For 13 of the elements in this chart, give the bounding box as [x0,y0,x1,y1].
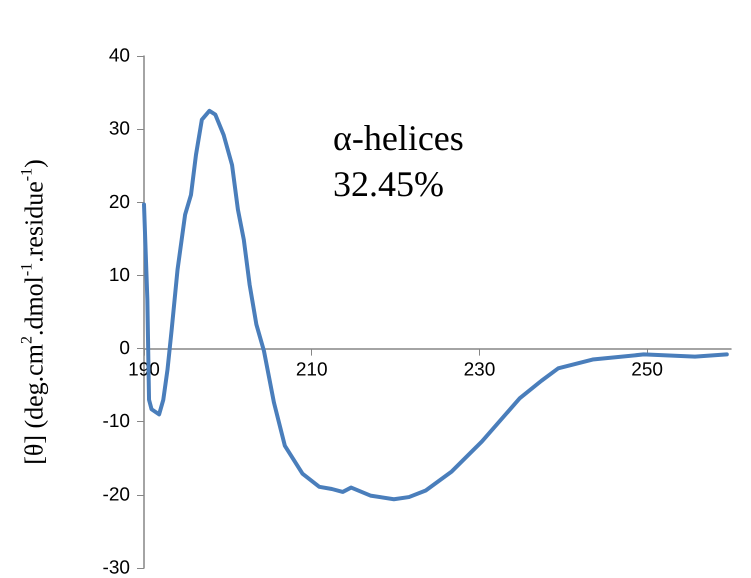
x-tick-label: 230 [464,360,496,381]
y-tick-label: -30 [102,558,130,578]
annotation: α-helices 32.45% [333,118,464,204]
x-tick-label: 250 [631,360,663,381]
x-tick-label: 210 [296,360,328,381]
y-axis-title: [θ] (deg.cm2.dmol-1.residue-1) [18,159,48,465]
y-tick-label: 10 [108,264,130,286]
y-tick-label: 40 [108,46,130,66]
y-tick-label: -10 [102,411,130,432]
y-tick-label: -20 [102,484,130,506]
y-tick-label: 0 [119,338,130,360]
y-tick-label: 30 [108,118,130,140]
y-tick-label: 20 [108,192,130,213]
